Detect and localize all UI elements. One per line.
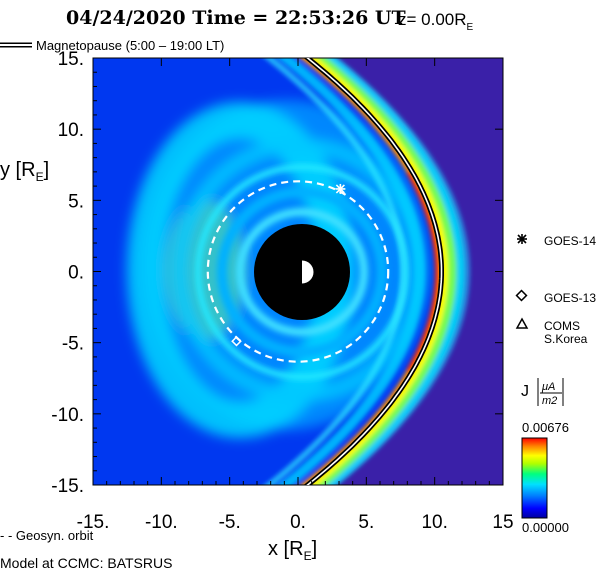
current-band-6 [329,58,471,485]
goes14-legend-label: GOES-14 [544,234,596,248]
goes13-legend-icon [515,289,528,302]
earth-icon [289,259,315,285]
colorbar-min-label: 0.00000 [522,520,569,535]
coms-legend-label: COMS [544,319,580,333]
y-tick-label: 5. [68,191,84,212]
colorbar-unit-num: μA [541,381,555,393]
x-tick-label: -5. [219,512,241,533]
y-tick-label: -5. [62,334,84,355]
x-tick-label: 15 [492,512,513,533]
magnetopause-inner [306,58,443,485]
current-band-4 [277,58,425,485]
goes14-legend-icon [517,234,527,244]
x-tick-label: -15. [77,512,110,533]
y-tick-label: 15. [58,49,84,70]
goes13-marker [231,335,242,347]
current-band-5 [264,58,407,485]
x-tick-label: 0. [290,512,306,533]
colorbar-max-label: 0.00676 [522,420,569,435]
y-tick-label: 10. [58,120,84,141]
y-axis-label: y [RE] [0,159,49,184]
geosync-legend: - - Geosyn. orbit [0,528,94,543]
goes14-marker [335,183,346,194]
goes13-legend-label: GOES-13 [544,291,596,305]
satellite-legend: GOES-14 GOES-13 COMS S.Korea [515,234,596,346]
model-credit: Model at CCMC: BATSRUS [0,555,172,571]
y-tick-label: 0. [68,263,84,284]
magnetopause-legend-label: Magnetopause (5:00 – 19:00 LT) [36,38,224,53]
coms-legend-label-2: S.Korea [544,332,588,346]
plot-title: 04/24/2020 Time = 22:53:26 UT [66,7,406,29]
y-tick-label: -10. [51,405,84,426]
solar-wind-region [319,58,503,485]
z-label: z= 0.00RE [398,10,474,33]
x-axis-label: x [RE] [268,538,317,563]
magnetopause-line [303,58,444,485]
colorbar-label: J [521,383,529,400]
magnetopause-legend: Magnetopause (5:00 – 19:00 LT) [0,38,224,53]
y-tick-label: -15. [51,476,84,497]
geosync-orbit [206,180,390,363]
coms-legend-icon [515,317,529,329]
colorbar-gradient [521,437,548,519]
current-core [406,170,440,373]
colorbar-unit-den: m2 [542,395,557,407]
x-tick-label: 5. [358,512,374,533]
x-tick-label: 10. [421,512,447,533]
x-tick-label: -10. [145,512,178,533]
colorbar: J μA m2 0.00676 0.00000 [521,378,569,535]
